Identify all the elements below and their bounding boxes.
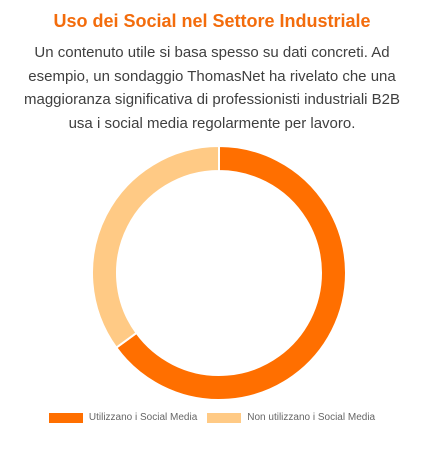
legend-item-1[interactable]: Non utilizzano i Social Media	[207, 412, 375, 423]
chart-title: Uso dei Social nel Settore Industriale	[53, 11, 371, 31]
chart-description: Un contenuto utile si basa spesso su dat…	[23, 44, 401, 132]
donut-slice-1[interactable]	[91, 144, 220, 350]
legend-swatch	[207, 412, 242, 423]
donut-slice-0[interactable]	[114, 144, 347, 401]
chart-legend: Utilizzano i Social Media Non utilizzano …	[0, 412, 424, 423]
legend-label: Non utilizzano i Social Media	[247, 412, 376, 423]
donut-chart	[91, 144, 347, 401]
legend-item-0[interactable]: Utilizzano i Social Media	[48, 412, 198, 423]
legend-label: Utilizzano i Social Media	[88, 412, 198, 423]
legend-swatch	[48, 412, 83, 423]
